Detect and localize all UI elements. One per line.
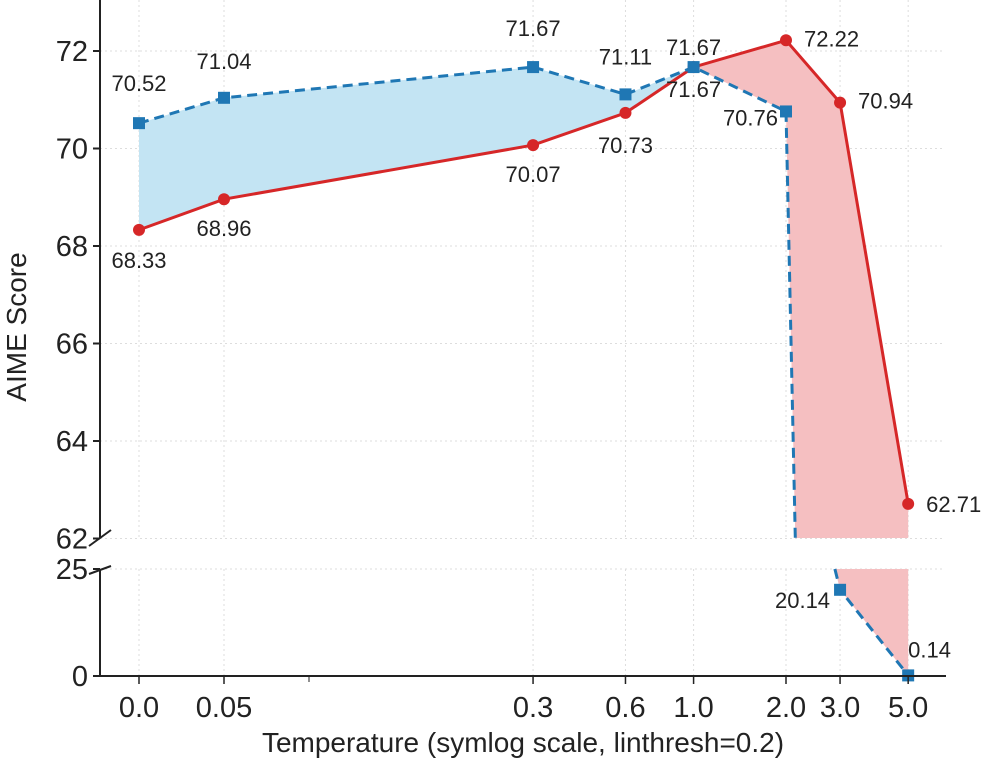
- blue-data-label: 71.11: [599, 44, 652, 69]
- panel-group: [833, 568, 915, 682]
- y-tick-label: 0: [72, 661, 88, 693]
- x-tick-label: 5.0: [888, 692, 928, 724]
- x-tick-label: 0.6: [605, 692, 645, 724]
- red-data-label: 62.71: [926, 492, 981, 517]
- fill-red-above-blue: [834, 569, 909, 676]
- red-data-label: 70.07: [506, 162, 561, 187]
- panel-group: [133, 34, 915, 539]
- red-circle-marker: [133, 223, 145, 236]
- blue-square-marker: [218, 91, 230, 104]
- x-tick-label: 0.05: [196, 692, 252, 724]
- red-data-label: 71.67: [666, 77, 721, 102]
- red-circle-marker: [834, 96, 847, 109]
- blue-data-label: 71.04: [196, 49, 251, 74]
- axes: 62 64 66 68 70 72 0 25 0.0 0.05 0.3 0.6 1.0 2.0 3.0 5.0: [56, 0, 946, 724]
- x-axis-label: Temperature (symlog scale, linthresh=0.2…: [262, 727, 784, 758]
- y-tick-label: 25: [56, 554, 88, 586]
- blue-data-label: 0.14: [908, 637, 951, 662]
- data-labels: 68.33 68.96 70.07 70.73 71.67 72.22 70.94 62.71…: [111, 16, 981, 662]
- blue-square-marker: [834, 583, 847, 596]
- y-tick-label: 68: [56, 231, 88, 263]
- series-red-line: [138, 38, 910, 505]
- red-data-label: 68.33: [111, 248, 166, 273]
- blue-square-marker: [619, 88, 632, 101]
- blue-square-marker: [133, 117, 145, 130]
- blue-data-label: 71.67: [666, 35, 721, 60]
- x-tick-label: 0.0: [119, 692, 159, 724]
- red-data-label: 70.94: [858, 89, 913, 114]
- blue-data-label: 71.67: [506, 16, 561, 41]
- blue-square-marker: [687, 61, 700, 74]
- fills: [133, 34, 915, 682]
- x-tick-label: 2.0: [766, 692, 806, 724]
- red-data-label: 70.73: [598, 133, 653, 158]
- x-tick-label: 1.0: [673, 692, 713, 724]
- red-circle-marker: [780, 34, 792, 47]
- blue-data-label: 70.76: [723, 105, 778, 130]
- red-circle-marker: [527, 139, 540, 152]
- y-tick-label: 62: [56, 524, 88, 556]
- red-circle-marker: [619, 106, 632, 119]
- red-circle-marker: [902, 497, 915, 510]
- red-data-label: 72.22: [804, 26, 859, 51]
- y-tick-label: 70: [56, 134, 88, 166]
- red-data-label: 68.96: [196, 216, 251, 241]
- x-tick-label: 3.0: [820, 692, 860, 724]
- x-tick-label: 0.3: [513, 692, 553, 724]
- y-tick-label: 64: [56, 426, 88, 458]
- y-tick-label: 72: [56, 36, 88, 68]
- blue-square-marker: [780, 105, 792, 118]
- blue-square-marker: [527, 61, 540, 74]
- red-circle-marker: [218, 193, 230, 206]
- blue-data-label: 20.14: [775, 588, 830, 613]
- y-axis-label: AIME Score: [1, 252, 32, 401]
- fill-red-above-blue: [693, 40, 909, 539]
- y-tick-label: 66: [56, 329, 88, 361]
- blue-data-label: 70.52: [111, 71, 166, 96]
